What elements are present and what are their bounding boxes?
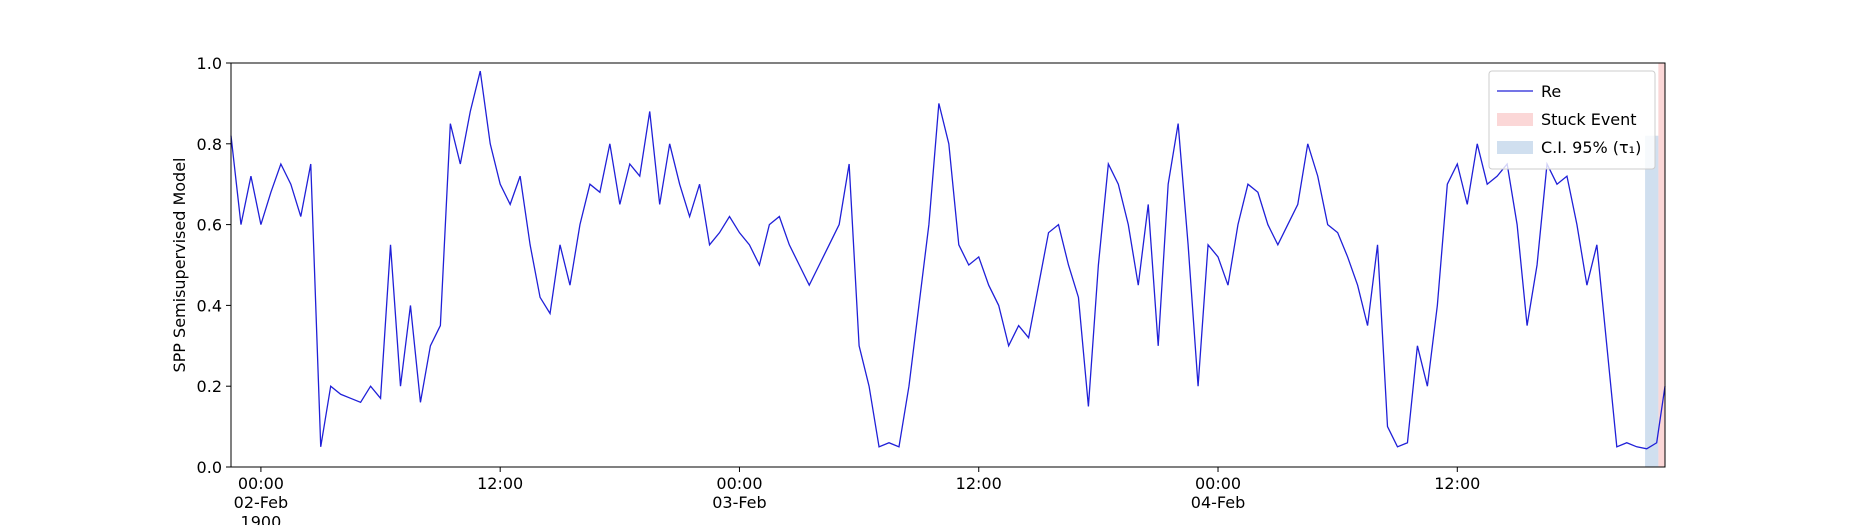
line (230, 70, 1666, 450)
legend-swatch (1497, 141, 1533, 154)
span (1658, 63, 1665, 467)
span (1645, 135, 1659, 467)
y-tick-label: 0.2 (197, 377, 222, 396)
x-tick-label: 00:00 04-Feb (1191, 474, 1245, 512)
x-tick-label: 12:00 (1434, 474, 1480, 493)
x-tick-label: 00:00 02-Feb 1900 (234, 474, 288, 525)
x-tick-label: 12:00 (477, 474, 523, 493)
y-tick-label: 0.8 (197, 135, 222, 154)
y-tick-label: 0.4 (197, 296, 222, 315)
y-tick-label: 1.0 (197, 54, 222, 73)
legend-label: C.I. 95% (τ₁) (1541, 138, 1641, 157)
y-tick-label: 0.6 (197, 216, 222, 235)
x-tick-label: 12:00 (956, 474, 1002, 493)
y-tick-label: 0.0 (197, 458, 222, 477)
legend-label: Stuck Event (1541, 110, 1637, 129)
legend-swatch (1497, 113, 1533, 126)
plot-frame (230, 62, 1666, 468)
x-tick-label: 00:00 03-Feb (712, 474, 766, 512)
legend-label: Re (1541, 82, 1561, 101)
y-axis-label: SPP Semisupervised Model (170, 158, 189, 373)
